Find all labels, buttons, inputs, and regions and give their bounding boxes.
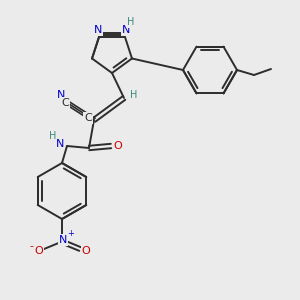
Text: H: H [49,131,57,141]
Text: N: N [122,25,130,35]
Text: C: C [84,113,92,123]
Text: C: C [61,98,69,108]
Text: +: + [68,230,74,238]
Text: O: O [34,246,43,256]
Text: H: H [127,17,134,27]
Text: N: N [56,139,64,149]
Text: H: H [130,90,138,100]
Text: -: - [29,241,33,251]
Text: O: O [82,246,90,256]
Text: N: N [57,90,65,100]
Text: N: N [59,235,67,245]
Text: N: N [94,25,102,35]
Text: O: O [114,141,122,151]
